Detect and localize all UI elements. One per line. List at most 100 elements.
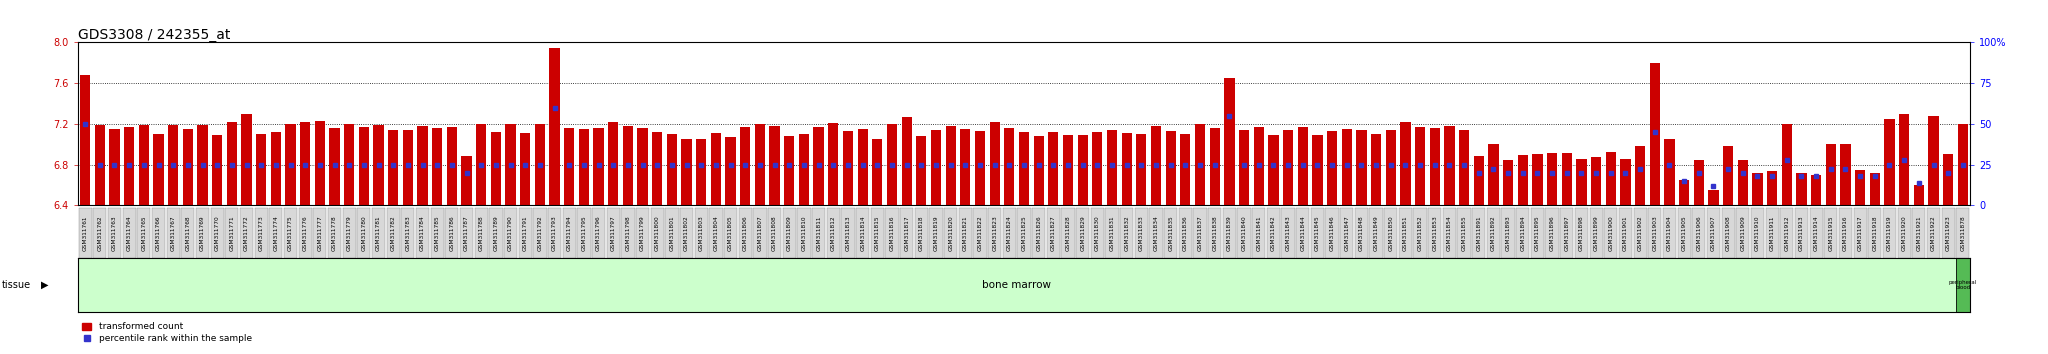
FancyBboxPatch shape [489,208,502,258]
Text: GSM311832: GSM311832 [1124,215,1128,251]
FancyBboxPatch shape [1649,208,1661,258]
FancyBboxPatch shape [1004,208,1016,258]
Bar [301,122,311,205]
Text: GSM311807: GSM311807 [758,215,762,251]
FancyBboxPatch shape [1427,208,1442,258]
Bar [109,129,119,205]
Bar [139,125,150,205]
Text: GSM311782: GSM311782 [391,215,395,251]
Text: GSM311780: GSM311780 [360,215,367,251]
FancyBboxPatch shape [1530,208,1544,258]
Bar [1722,146,1733,205]
FancyBboxPatch shape [797,208,811,258]
FancyBboxPatch shape [416,208,430,258]
Text: GSM311781: GSM311781 [377,215,381,251]
Bar [344,124,354,205]
FancyBboxPatch shape [1839,208,1851,258]
Text: GSM311837: GSM311837 [1198,215,1202,251]
Bar [1503,160,1513,205]
FancyBboxPatch shape [1942,208,1954,258]
Bar [1679,180,1690,205]
FancyBboxPatch shape [387,208,399,258]
Bar [608,122,618,205]
Text: GSM311909: GSM311909 [1741,215,1745,251]
Text: GSM311784: GSM311784 [420,215,426,251]
FancyBboxPatch shape [1751,208,1763,258]
Text: GSM311919: GSM311919 [1886,215,1892,251]
FancyBboxPatch shape [1618,208,1632,258]
FancyBboxPatch shape [461,208,473,258]
Bar [1855,170,1866,205]
Bar [637,128,647,205]
FancyBboxPatch shape [1722,208,1735,258]
Text: GSM311847: GSM311847 [1343,215,1350,251]
FancyBboxPatch shape [1018,208,1030,258]
Bar [387,130,399,205]
FancyBboxPatch shape [1780,208,1794,258]
Bar [461,156,471,205]
FancyBboxPatch shape [754,208,766,258]
Text: GSM311911: GSM311911 [1769,216,1776,251]
FancyBboxPatch shape [694,208,709,258]
Text: GSM311843: GSM311843 [1286,215,1290,251]
FancyBboxPatch shape [930,208,942,258]
Bar [872,139,883,205]
Bar [1210,128,1221,205]
Bar [125,127,135,205]
Bar [330,128,340,205]
FancyBboxPatch shape [1194,208,1206,258]
FancyBboxPatch shape [973,208,987,258]
Bar [549,47,559,205]
FancyBboxPatch shape [180,208,195,258]
Bar [563,128,573,205]
FancyBboxPatch shape [328,208,342,258]
Bar [94,125,104,205]
Text: tissue: tissue [2,280,31,290]
Bar [446,127,457,205]
Text: GSM311901: GSM311901 [1622,215,1628,251]
Bar [1106,130,1116,205]
Text: GSM311768: GSM311768 [186,215,190,251]
Text: GSM311848: GSM311848 [1360,215,1364,251]
FancyBboxPatch shape [1339,208,1354,258]
Bar [1649,63,1661,205]
Text: GSM311831: GSM311831 [1110,215,1114,251]
FancyBboxPatch shape [651,208,664,258]
FancyBboxPatch shape [1810,208,1823,258]
FancyBboxPatch shape [549,208,561,258]
Bar [1239,130,1249,205]
Bar [1825,144,1835,205]
Bar [1077,135,1087,205]
Bar [989,122,999,205]
FancyBboxPatch shape [211,208,223,258]
Text: GSM311839: GSM311839 [1227,215,1231,251]
Text: GSM311769: GSM311769 [201,215,205,251]
Bar [961,129,971,205]
Text: GSM311855: GSM311855 [1462,215,1466,251]
Bar [1034,136,1044,205]
Text: GSM311835: GSM311835 [1167,215,1174,251]
Bar [1327,131,1337,205]
Text: GSM311812: GSM311812 [831,215,836,251]
FancyBboxPatch shape [811,208,825,258]
Bar [844,131,854,205]
Bar [1898,114,1909,205]
Bar [1122,133,1133,205]
FancyBboxPatch shape [1251,208,1266,258]
Text: GSM311817: GSM311817 [903,215,909,251]
Text: GSM311813: GSM311813 [846,215,850,251]
FancyBboxPatch shape [592,208,606,258]
Text: GSM311823: GSM311823 [991,215,997,251]
FancyBboxPatch shape [870,208,885,258]
Text: GSM311814: GSM311814 [860,215,864,251]
FancyBboxPatch shape [1180,208,1192,258]
Text: GSM311842: GSM311842 [1272,215,1276,251]
Text: GSM311914: GSM311914 [1815,215,1819,251]
Text: GSM311779: GSM311779 [346,215,352,251]
Bar [1665,139,1675,205]
Text: GSM311777: GSM311777 [317,215,322,251]
Bar [1708,190,1718,205]
FancyBboxPatch shape [842,208,854,258]
Text: GSM311783: GSM311783 [406,215,410,251]
FancyBboxPatch shape [606,208,621,258]
